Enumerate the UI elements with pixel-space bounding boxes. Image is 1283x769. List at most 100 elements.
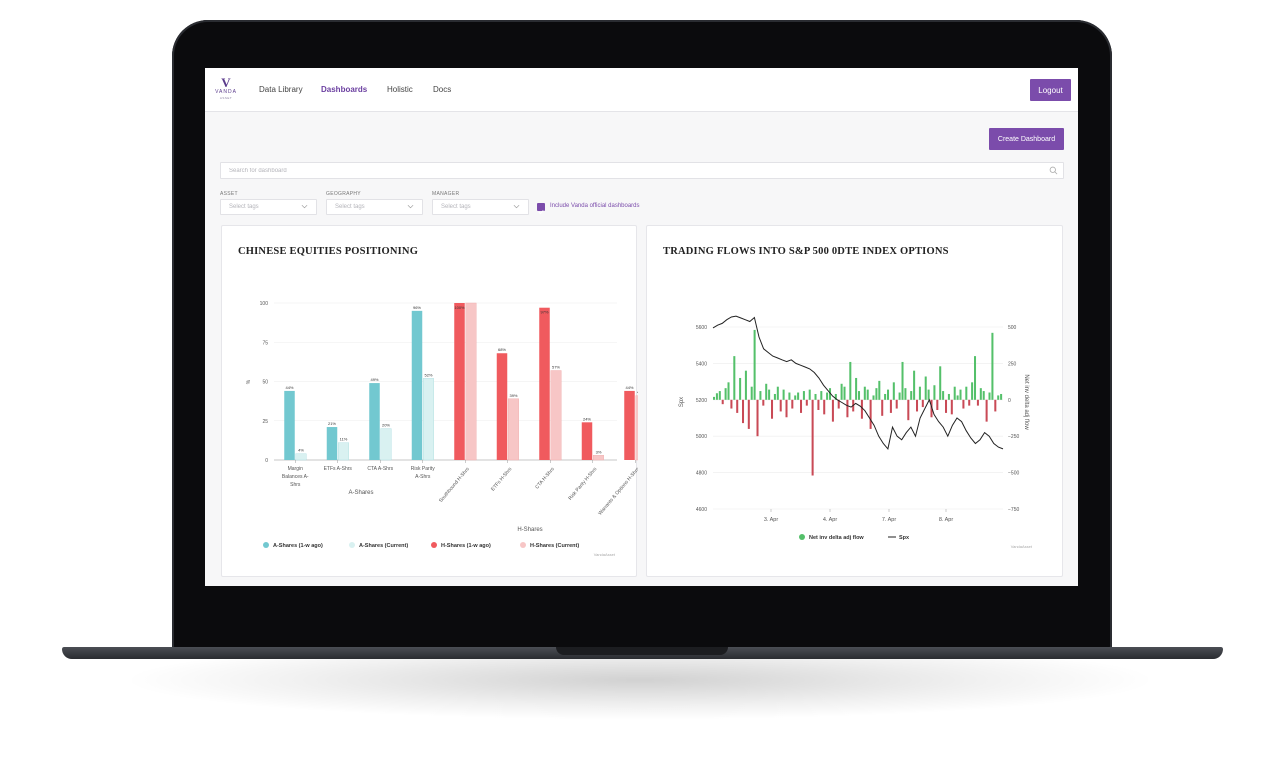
x-tick-label: A-Shrs	[415, 474, 431, 480]
bar-a-prev	[284, 390, 295, 460]
data-label: 24%	[583, 416, 591, 421]
flow-bar-positive	[849, 361, 852, 400]
flow-bar-positive	[773, 393, 776, 400]
flow-bar-positive	[933, 385, 936, 400]
legend-marker	[520, 542, 526, 548]
flow-bar-positive	[901, 361, 904, 400]
flow-bar-negative	[762, 399, 765, 406]
data-label: 96%	[413, 305, 421, 310]
flow-bar-positive	[866, 389, 869, 400]
data-label: 44%	[625, 385, 633, 390]
flow-bar-negative	[747, 399, 750, 429]
geography-tag-select[interactable]: Select tags	[326, 199, 423, 215]
x-tick-label: Risk Parity H-Shrs	[567, 466, 598, 502]
official-dashboards-checkbox[interactable]	[537, 203, 545, 215]
data-label: 4%	[298, 448, 304, 453]
laptop-notch	[556, 647, 728, 655]
x-tick-label: Shrs	[290, 482, 301, 488]
dashboard-card-trading-flows[interactable]: TRADING FLOWS INTO S&P 500 0DTE INDEX OP…	[646, 225, 1063, 577]
logout-button[interactable]: Logout	[1030, 79, 1071, 101]
flow-bar-positive	[814, 393, 817, 400]
data-label: 39%	[509, 393, 517, 398]
nav-item-holistic[interactable]: Holistic	[387, 85, 413, 94]
flow-bar-positive	[855, 377, 858, 400]
official-dashboards-label[interactable]: Include Vanda official dashboards	[550, 203, 640, 209]
vanda-logo[interactable]: V VANDA ASSET	[212, 75, 240, 103]
flow-bar-positive	[744, 370, 747, 400]
flow-bar-positive	[765, 383, 768, 400]
x-tick-label: CTA H-Shrs	[534, 466, 556, 490]
flow-bar-positive	[715, 393, 718, 400]
flow-bar-positive	[759, 391, 762, 400]
flow-bar-negative	[742, 399, 745, 424]
chevron-down-icon	[513, 204, 520, 209]
flow-bar-positive	[959, 389, 962, 400]
data-label: 41%	[637, 390, 638, 395]
flow-bar-positive	[979, 388, 982, 400]
flow-bar-positive	[887, 389, 890, 400]
flow-bar-negative	[771, 399, 774, 419]
asset-tag-select[interactable]: Select tags	[220, 199, 317, 215]
flow-bar-positive	[739, 377, 742, 400]
flow-bar-positive	[875, 388, 878, 400]
left-tick-label: 4800	[696, 471, 707, 477]
flow-bar-negative	[976, 399, 979, 406]
flow-bar-positive	[982, 391, 985, 400]
flow-bar-positive	[840, 383, 843, 400]
chart-credit: VandaAsset	[1011, 544, 1033, 549]
x-tick-label: Warrants & Options H-Shrs	[597, 466, 638, 516]
logo-mark-icon: V	[221, 75, 231, 90]
left-axis-label: Spx	[679, 397, 685, 407]
flow-bar-positive	[724, 388, 727, 400]
app-screen: V VANDA ASSET Data Library Dashboards Ho…	[205, 68, 1078, 586]
flow-bar-positive	[927, 389, 930, 400]
right-axis-label: Net inv delta adj flow	[1023, 374, 1029, 430]
bar-a-curr	[423, 378, 434, 461]
bar-h-curr	[550, 370, 562, 461]
data-label: 11%	[340, 437, 348, 442]
create-dashboard-button[interactable]: Create Dashboard	[989, 128, 1064, 150]
flow-bar-positive	[733, 356, 736, 400]
flow-bar-negative	[779, 399, 782, 412]
x-tick-label: 7. Apr	[882, 517, 897, 523]
manager-tag-select[interactable]: Select tags	[432, 199, 529, 215]
x-tick-label: 4. Apr	[823, 517, 838, 523]
data-label: 97%	[540, 310, 548, 315]
search-icon[interactable]	[1049, 166, 1058, 175]
legend-label: A-Shares (1-w ago)	[273, 543, 323, 549]
nav-item-docs[interactable]: Docs	[433, 85, 452, 94]
legend-label: Spx	[899, 535, 910, 541]
bar-a-curr	[338, 442, 349, 461]
flow-bar-positive	[872, 395, 875, 400]
dashboard-card-chinese-equities[interactable]: CHINESE EQUITIES POSITIONING 0 25 50 75 100 M…	[221, 225, 638, 577]
left-tick-label: 5000	[696, 434, 707, 440]
flow-bar-negative	[962, 399, 965, 409]
legend-marker	[799, 534, 805, 540]
flow-bar-positive	[797, 392, 800, 400]
search-input[interactable]	[221, 163, 1041, 178]
flow-bar-negative	[730, 399, 733, 409]
card-title: TRADING FLOWS INTO S&P 500 0DTE INDEX OP…	[663, 246, 949, 257]
nav-item-data-library[interactable]: Data Library	[259, 85, 303, 94]
flow-bar-negative	[846, 399, 849, 418]
bar-h-prev	[624, 390, 635, 460]
flow-bar-negative	[985, 399, 988, 422]
right-tick-label: −250	[1008, 434, 1019, 440]
data-label: 100%	[454, 305, 465, 310]
bar-h-prev	[539, 307, 550, 460]
flow-bar-positive	[713, 396, 716, 400]
data-label: 49%	[370, 377, 378, 382]
flow-bar-positive	[808, 389, 811, 400]
flow-bar-positive	[924, 376, 927, 400]
flow-bar-positive	[826, 392, 829, 400]
flow-bar-positive	[1000, 393, 1003, 400]
flow-bar-positive	[753, 329, 756, 400]
left-tick-label: 4600	[696, 507, 707, 513]
y-tick-label: 50	[262, 380, 268, 386]
bar-a-prev	[369, 383, 380, 460]
flow-bar-negative	[968, 399, 971, 406]
nav-item-dashboards[interactable]: Dashboards	[321, 85, 368, 94]
flow-bar-positive	[802, 391, 805, 400]
filter-label-manager: MANAGER	[432, 191, 460, 197]
flow-bar-positive	[997, 395, 1000, 400]
